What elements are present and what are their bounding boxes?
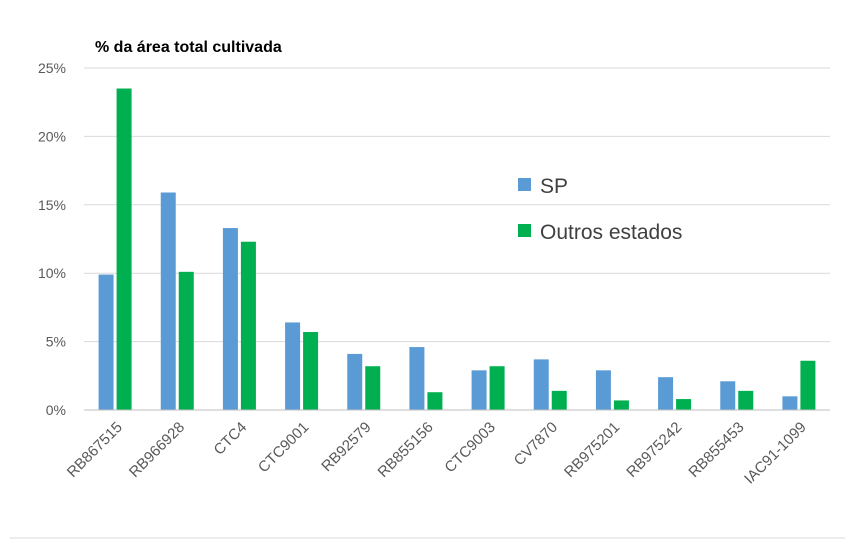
bar-outros-estados [613,400,629,410]
y-tick-label: 15% [38,197,66,213]
x-tick-label: RB855453 [685,419,747,481]
x-tick-label: CTC9003 [441,419,498,476]
y-tick-label: 10% [38,265,66,281]
y-tick-label: 5% [46,334,66,350]
legend-label-outros-estados: Outros estados [540,221,682,244]
gridlines [84,67,830,343]
legend: SP Outros estados [518,175,682,244]
x-tick-label: RB966928 [126,419,188,481]
x-tick-label: CV7870 [511,419,561,469]
x-axis-tick-labels: RB867515 RB966928 CTC4 CTC9001 RB92579 RB8551… [64,419,810,488]
y-axis-tick-labels: 0% 5% 10% 15% 20% 25% [38,60,66,418]
bar-outros-estados [240,241,256,410]
bar-outros-estados [676,399,692,410]
x-tick-label: IAC91-1099 [741,419,810,488]
bar-sp [98,274,114,410]
bar-sp [471,370,487,410]
x-tick-label: CTC9001 [255,419,312,476]
legend-swatch-sp [518,178,531,191]
x-tick-label: RB855156 [375,419,437,481]
bar-sp [222,228,238,410]
x-tick-label: CTC4 [211,419,251,459]
bars [98,88,816,411]
bar-outros-estados [489,366,505,410]
bar-sp [409,347,425,410]
bar-sp [595,370,611,410]
bar-sp [720,381,736,410]
bar-sp [285,322,301,410]
bar-outros-estados [116,88,132,411]
x-tick-label: RB867515 [64,419,126,481]
bar-sp [347,353,363,410]
bar-outros-estados [365,366,381,410]
x-tick-label: RB92579 [318,419,374,475]
bar-sp [160,192,176,410]
bar-sp [658,377,674,410]
bar-sp [782,396,798,410]
bar-outros-estados [800,360,816,410]
x-tick-label: RB975242 [623,419,685,481]
legend-label-sp: SP [540,175,568,198]
bar-outros-estados [303,332,319,410]
x-tick-label: RB975201 [561,419,623,481]
legend-swatch-outros-estados [518,224,531,237]
y-tick-label: 0% [46,402,66,418]
bar-outros-estados [738,390,754,410]
y-tick-label: 20% [38,128,66,144]
bar-outros-estados [178,271,194,410]
bar-sp [533,359,549,410]
y-tick-label: 25% [38,60,66,76]
chart-title: % da área total cultivada [95,39,282,56]
bar-outros-estados [427,392,443,410]
bar-outros-estados [551,390,567,410]
